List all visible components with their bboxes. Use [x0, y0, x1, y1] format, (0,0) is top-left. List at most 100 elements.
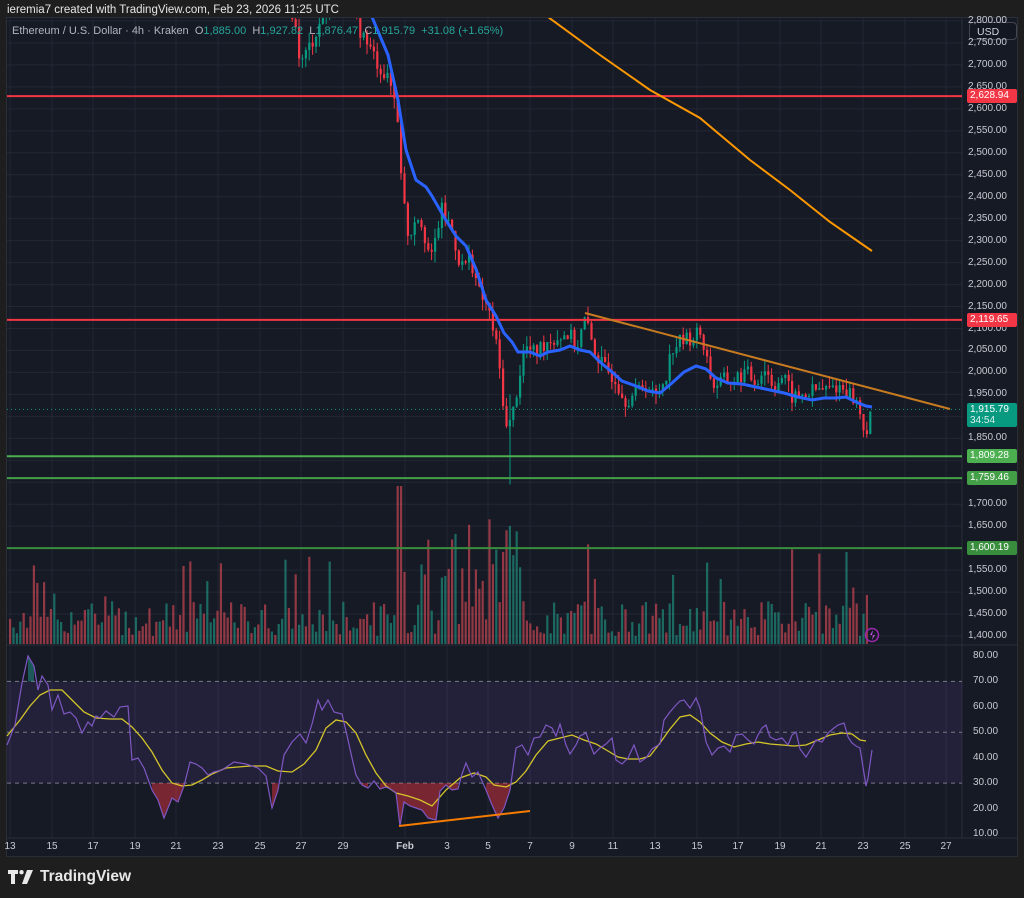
- volume-bar: [63, 631, 66, 644]
- price-tick-label: 1,500.00: [968, 586, 1007, 598]
- volume-bar: [355, 628, 358, 644]
- volume-bar: [447, 568, 450, 644]
- candle-body: [580, 329, 583, 348]
- candle-body: [406, 203, 409, 236]
- volume-bar: [624, 609, 627, 644]
- volume-bar: [808, 606, 811, 644]
- candle-body: [325, 11, 327, 18]
- volume-bar: [519, 567, 522, 644]
- candle-body: [573, 329, 576, 348]
- candle-body: [583, 317, 586, 330]
- candle-body: [311, 42, 314, 47]
- volume-bar: [627, 631, 630, 644]
- candle-body: [811, 384, 814, 396]
- volume-bar: [631, 622, 634, 644]
- volume-bar: [818, 553, 821, 644]
- volume-bar: [685, 625, 688, 644]
- volume-bar: [536, 626, 539, 644]
- volume-bar: [274, 634, 277, 644]
- volume-bar: [655, 603, 658, 644]
- candle-body: [702, 334, 705, 350]
- price-tick-label: 2,450.00: [968, 168, 1007, 180]
- candle-body: [539, 342, 542, 357]
- candle-body: [352, 0, 354, 5]
- rsi-tick-label: 10.00: [973, 828, 999, 839]
- volume-bar: [114, 615, 117, 644]
- volume-bar: [121, 635, 124, 644]
- volume-bar: [124, 611, 127, 644]
- volume-bar: [148, 608, 151, 644]
- price-tick-label: 1,400.00: [968, 630, 1007, 641]
- time-tick-label: 23: [212, 841, 224, 852]
- candle-body: [821, 388, 824, 390]
- candle-body: [641, 385, 644, 389]
- candle-body: [621, 393, 624, 398]
- currency-button[interactable]: USD: [969, 22, 1017, 40]
- rsi-tick-label: 80.00: [973, 650, 999, 661]
- volume-bar: [260, 610, 263, 644]
- candle-body: [444, 202, 447, 221]
- volume-bar: [294, 574, 297, 644]
- ema-slow-line: [547, 18, 873, 252]
- volume-bar: [828, 608, 831, 644]
- volume-bar: [726, 635, 729, 644]
- volume-bar: [345, 617, 348, 644]
- volume-bar: [253, 627, 256, 644]
- volume-bar: [563, 633, 566, 644]
- volume-bar: [277, 623, 280, 644]
- candle-body: [774, 386, 777, 391]
- volume-bar: [264, 604, 267, 644]
- candle-body: [634, 385, 637, 396]
- candle-body: [570, 329, 573, 340]
- candle-body: [801, 394, 804, 397]
- candle-body: [604, 356, 607, 363]
- volume-bar: [117, 608, 120, 644]
- volume-bar: [695, 608, 698, 644]
- volume-bar: [712, 620, 715, 644]
- volume-bars: [9, 486, 868, 644]
- volume-bar: [498, 602, 501, 644]
- volume-bar: [301, 614, 304, 644]
- candle-body: [706, 349, 709, 357]
- candle-body: [825, 386, 828, 390]
- volume-bar: [515, 531, 518, 644]
- volume-bar: [774, 612, 777, 644]
- volume-bar: [604, 619, 607, 644]
- volume-bar: [107, 615, 110, 644]
- candle-body: [610, 372, 613, 382]
- volume-bar: [471, 606, 474, 644]
- volume-bar: [226, 617, 229, 644]
- volume-bar: [165, 603, 168, 644]
- symbol-title[interactable]: Ethereum / U.S. Dollar · 4h · Kraken: [12, 25, 189, 37]
- volume-bar: [566, 613, 569, 644]
- time-tick-label: 27: [295, 841, 307, 852]
- volume-bar: [641, 605, 644, 644]
- volume-bar: [53, 593, 56, 644]
- volume-bar: [461, 568, 464, 644]
- volume-bar: [556, 613, 559, 644]
- volume-bar: [199, 603, 202, 644]
- time-tick-label: 13: [649, 841, 661, 852]
- bullish-divergence-line: [398, 810, 531, 827]
- tradingview-logo[interactable]: TradingView: [8, 868, 131, 886]
- time-tick-label: 21: [170, 841, 182, 852]
- volume-bar: [366, 614, 369, 644]
- time-tick-label: 25: [899, 841, 911, 852]
- time-tick-label: 5: [485, 841, 491, 852]
- volume-bar: [590, 633, 593, 644]
- price-tick-label: 2,300.00: [968, 234, 1007, 246]
- symbol-legend: Ethereum / U.S. Dollar · 4h · Kraken O1,…: [12, 25, 503, 37]
- volume-bar: [546, 615, 549, 644]
- volume-bar: [29, 616, 32, 644]
- candle-body: [529, 346, 532, 350]
- change-value: +31.08 (+1.65%): [421, 25, 504, 37]
- volume-bar: [192, 602, 195, 644]
- volume-bar: [158, 621, 161, 644]
- volume-bar: [831, 628, 834, 644]
- candle-body: [356, 5, 358, 14]
- volume-bar: [90, 603, 93, 644]
- volume-bar: [223, 612, 226, 644]
- candle-body: [808, 395, 811, 397]
- candle-body: [699, 327, 702, 335]
